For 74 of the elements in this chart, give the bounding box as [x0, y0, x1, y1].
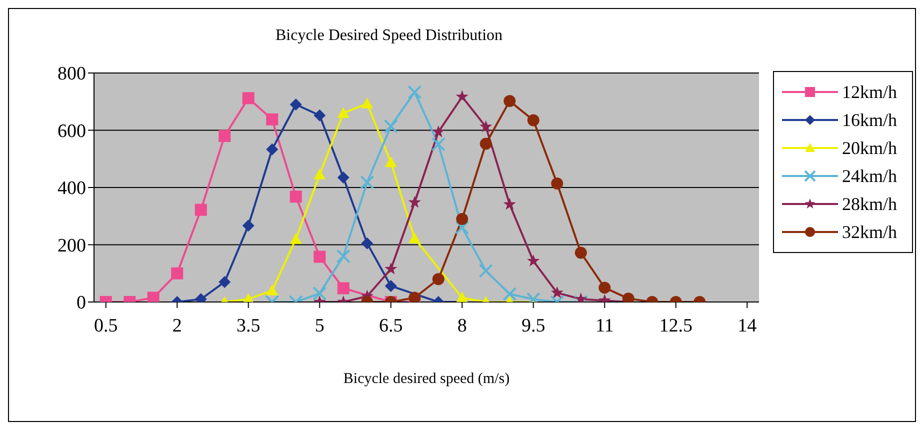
- x-tick-label: 2: [172, 315, 182, 336]
- point: [503, 198, 516, 210]
- y-tick-label: 600: [58, 120, 86, 142]
- y-tick-label: 0: [76, 292, 86, 314]
- point: [337, 282, 350, 294]
- point: [456, 90, 468, 102]
- legend-label: 16km/h: [842, 110, 898, 130]
- point: [527, 254, 540, 266]
- point: [218, 130, 231, 142]
- point: [337, 171, 350, 184]
- point: [337, 107, 350, 118]
- point: [527, 114, 540, 126]
- point: [432, 273, 444, 286]
- legend-label: 12km/h: [842, 82, 898, 102]
- point: [502, 286, 517, 301]
- point: [408, 292, 421, 302]
- point: [478, 264, 493, 278]
- point: [290, 233, 302, 244]
- x-tick-label: 14: [738, 315, 758, 336]
- x-axis-title: Bicycle desired speed (m/s): [343, 371, 510, 387]
- point: [432, 125, 445, 138]
- point: [408, 232, 421, 244]
- point: [266, 284, 278, 296]
- y-tick-label: 800: [58, 64, 86, 85]
- point: [384, 156, 397, 168]
- point: [336, 249, 350, 264]
- point: [550, 286, 564, 298]
- x-tick-label: 6.5: [379, 315, 403, 336]
- point: [456, 212, 468, 225]
- point: [504, 95, 516, 108]
- point: [314, 168, 326, 180]
- point: [408, 196, 421, 208]
- y-tick-label: 400: [58, 178, 86, 200]
- point: [194, 204, 207, 216]
- point: [384, 119, 398, 134]
- point: [384, 280, 397, 292]
- point: [314, 109, 326, 122]
- point: [266, 113, 278, 126]
- point: [551, 177, 564, 190]
- point: [147, 292, 160, 302]
- point: [242, 92, 254, 104]
- point: [360, 175, 374, 190]
- point: [455, 220, 470, 235]
- point: [171, 267, 184, 280]
- point: [242, 220, 254, 232]
- point: [290, 190, 302, 203]
- point: [598, 282, 611, 294]
- point: [314, 250, 326, 263]
- point: [266, 143, 278, 156]
- point: [384, 262, 398, 274]
- point: [480, 120, 492, 132]
- point: [218, 276, 231, 288]
- legend-label: 20km/h: [842, 138, 898, 158]
- x-tick-label: 12.5: [659, 315, 692, 336]
- point: [408, 85, 422, 100]
- point: [574, 246, 587, 259]
- x-tick-label: 0.5: [94, 315, 118, 336]
- x-tick-label: 5: [314, 315, 324, 336]
- legend-label: 24km/h: [842, 166, 898, 186]
- x-tick-label: 11: [595, 315, 614, 336]
- point: [361, 98, 374, 108]
- x-tick-label: 3.5: [236, 315, 260, 336]
- chart-title: Bicycle Desired Speed Distribution: [274, 27, 504, 45]
- legend-label: 28km/h: [842, 194, 898, 214]
- x-tick-label: 9.5: [522, 315, 546, 336]
- point: [290, 98, 302, 110]
- legend-label: 32km/h: [842, 222, 898, 242]
- x-tick-label: 8: [457, 315, 467, 336]
- y-tick-label: 200: [58, 235, 86, 256]
- point: [312, 286, 327, 300]
- point: [456, 292, 468, 302]
- point: [361, 237, 374, 250]
- point: [431, 137, 446, 152]
- point: [480, 138, 492, 150]
